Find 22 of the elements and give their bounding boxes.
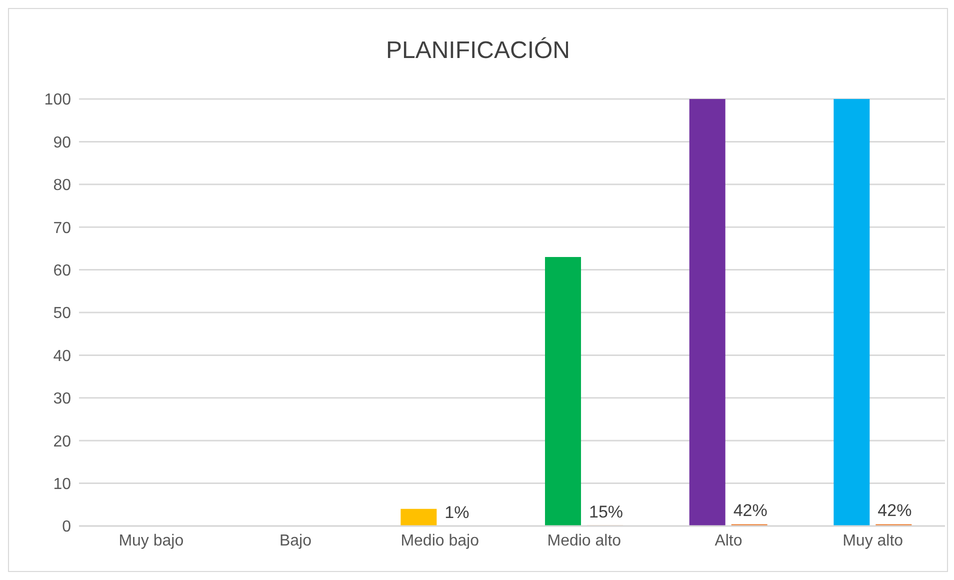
y-tick-label: 50 [53, 305, 72, 322]
y-tick-label: 40 [53, 348, 72, 365]
y-tick-label: 30 [53, 390, 72, 408]
data-label: 1% [444, 502, 470, 522]
data-label: 15% [589, 502, 624, 522]
y-tick-label: 0 [62, 518, 72, 536]
x-tick-label: Medio bajo [400, 532, 480, 550]
data-label: 42% [733, 501, 768, 520]
y-tick-label: 80 [53, 177, 72, 194]
x-tick-label: Bajo [279, 532, 312, 550]
x-tick-label: Muy alto [842, 532, 904, 550]
x-tick-label: Medio alto [547, 532, 622, 550]
y-tick-label: 100 [44, 92, 72, 109]
y-tick-label: 10 [53, 476, 72, 493]
x-tick-label: Muy bajo [118, 532, 184, 550]
y-tick-label: 20 [53, 433, 72, 450]
y-tick-label: 60 [53, 262, 72, 280]
x-tick-label: Alto [714, 532, 742, 550]
chart-title: PLANIFICACIÓN [384, 37, 572, 65]
y-tick-label: 70 [53, 220, 72, 237]
y-tick-label: 90 [53, 134, 72, 152]
data-label: 42% [878, 501, 912, 520]
